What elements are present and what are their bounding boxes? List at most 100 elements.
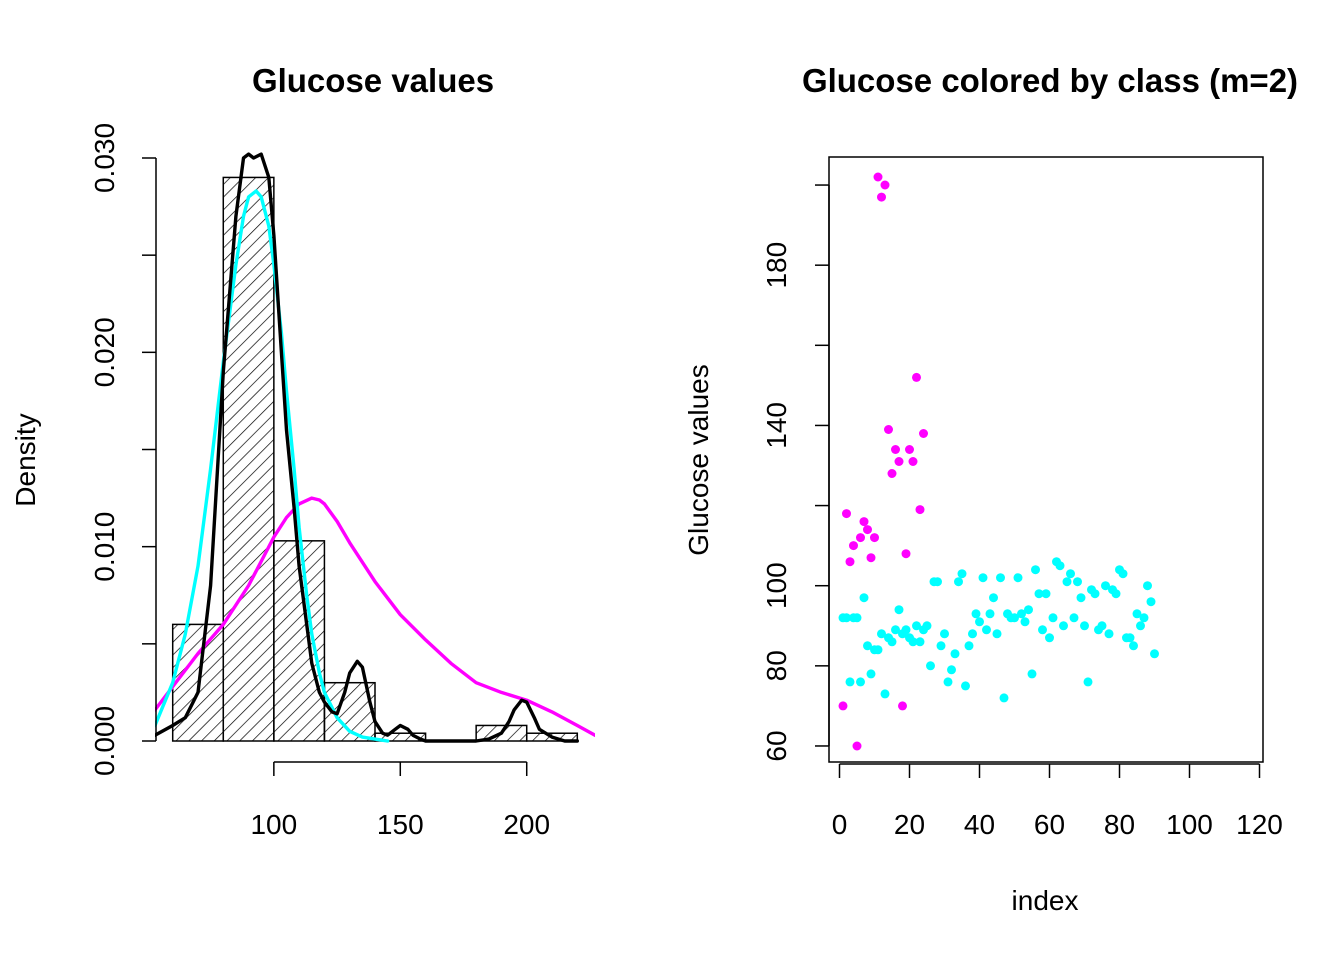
- y-tick-label: 0.020: [89, 317, 120, 387]
- scatter-point: [1034, 589, 1044, 599]
- scatter-point: [940, 629, 949, 639]
- scatter-point: [971, 609, 981, 619]
- scatter-point: [891, 445, 900, 454]
- scatter-point: [1125, 633, 1135, 643]
- y-tick-label: 140: [761, 402, 792, 449]
- scatter-point: [1013, 573, 1023, 583]
- scatter-point: [999, 693, 1009, 703]
- scatter-point: [908, 457, 918, 466]
- scatter-y-axis-label: Glucose values: [683, 364, 714, 555]
- y-tick-label: 0.000: [89, 706, 120, 776]
- scatter-point: [901, 625, 911, 635]
- scatter-point: [992, 629, 1002, 639]
- scatter-point: [901, 549, 911, 559]
- histogram-y-axis: 0.000 0.010 0.020 0.030: [89, 123, 157, 776]
- scatter-point: [842, 613, 851, 623]
- scatter-point: [866, 553, 876, 563]
- scatter-point: [908, 637, 918, 647]
- scatter-point: [1129, 641, 1138, 651]
- scatter-point: [877, 192, 886, 202]
- scatter-point: [947, 665, 956, 675]
- scatter-point: [1062, 577, 1072, 587]
- scatter-point: [1069, 613, 1079, 623]
- scatter-point: [1139, 613, 1149, 623]
- scatter-point: [863, 641, 872, 651]
- histogram-x-axis: 100 150 200: [250, 761, 550, 840]
- x-tick-label: 200: [503, 809, 550, 840]
- x-tick-label: 60: [1034, 809, 1065, 840]
- scatter-point: [870, 533, 879, 543]
- scatter-point: [880, 689, 890, 699]
- scatter-point: [1055, 561, 1065, 571]
- scatter-point: [968, 629, 977, 639]
- scatter-point: [877, 629, 886, 639]
- scatter-point: [894, 605, 904, 615]
- scatter-point: [985, 609, 995, 619]
- scatter-point: [1146, 597, 1156, 607]
- scatter-point: [873, 172, 883, 182]
- scatter-point: [887, 637, 897, 647]
- scatter-point: [859, 593, 869, 603]
- scatter-point: [1038, 625, 1047, 635]
- scatter-point: [922, 621, 932, 631]
- y-tick-label: 80: [761, 650, 792, 681]
- x-tick-label: 40: [964, 809, 995, 840]
- x-tick-label: 100: [250, 809, 297, 840]
- y-tick-label: 100: [761, 562, 792, 609]
- scatter-point: [845, 677, 855, 687]
- histogram-y-axis-label: Density: [10, 413, 41, 506]
- density-curves: [155, 152, 595, 743]
- histogram-panel: Glucose values Density 0.0000.0100.0200.…: [10, 62, 595, 840]
- x-tick-label: 120: [1236, 809, 1283, 840]
- scatter-point: [1097, 621, 1107, 631]
- scatter-point: [1118, 569, 1128, 579]
- scatter-point: [961, 681, 970, 691]
- scatter-point: [950, 649, 960, 659]
- scatter-point: [1059, 621, 1068, 631]
- scatter-point: [1045, 633, 1054, 643]
- scatter-x-axis-label: index: [1012, 885, 1079, 916]
- scatter-point: [964, 641, 974, 651]
- histogram-title: Glucose values: [252, 62, 494, 99]
- scatter-point: [898, 701, 907, 711]
- y-tick-label: 0.010: [89, 512, 120, 582]
- scatter-point: [915, 637, 925, 647]
- scatter-point: [1090, 589, 1100, 599]
- scatter-point: [982, 625, 991, 635]
- scatter-point: [1132, 609, 1142, 619]
- x-tick-label: 0: [832, 809, 848, 840]
- scatter-point: [912, 621, 921, 631]
- scatter-point: [856, 533, 865, 543]
- scatter-point: [1017, 609, 1026, 619]
- scatter-title: Glucose colored by class (m=2): [802, 62, 1298, 99]
- y-tick-label: 0.030: [89, 123, 120, 193]
- scatter-point: [859, 517, 869, 527]
- scatter-point: [1027, 669, 1037, 679]
- scatter-point: [1073, 577, 1082, 587]
- scatter-point: [1111, 589, 1121, 599]
- y-tick-label: 180: [761, 242, 792, 289]
- scatter-point: [1101, 581, 1110, 591]
- scatter-points: [838, 172, 1159, 751]
- scatter-point: [838, 701, 848, 711]
- scatter-point: [849, 541, 858, 551]
- scatter-point: [912, 372, 921, 382]
- scatter-point: [1066, 569, 1075, 579]
- scatter-x-axis: 0 20 40 60 80 100 120: [832, 763, 1283, 840]
- scatter-point: [996, 573, 1005, 583]
- scatter-point: [1150, 649, 1159, 659]
- scatter-point: [1020, 617, 1030, 627]
- scatter-point: [1041, 589, 1051, 599]
- scatter-point: [905, 445, 914, 454]
- histogram-bar: [374, 732, 427, 742]
- density-curve: [155, 496, 595, 737]
- scatter-point: [926, 661, 935, 671]
- scatter-point: [1136, 621, 1145, 631]
- scatter-point: [891, 625, 900, 635]
- scatter-point: [894, 457, 904, 466]
- scatter-point: [978, 573, 988, 583]
- y-tick-label: 60: [761, 730, 792, 761]
- scatter-point: [1104, 629, 1114, 639]
- scatter-point: [957, 569, 967, 579]
